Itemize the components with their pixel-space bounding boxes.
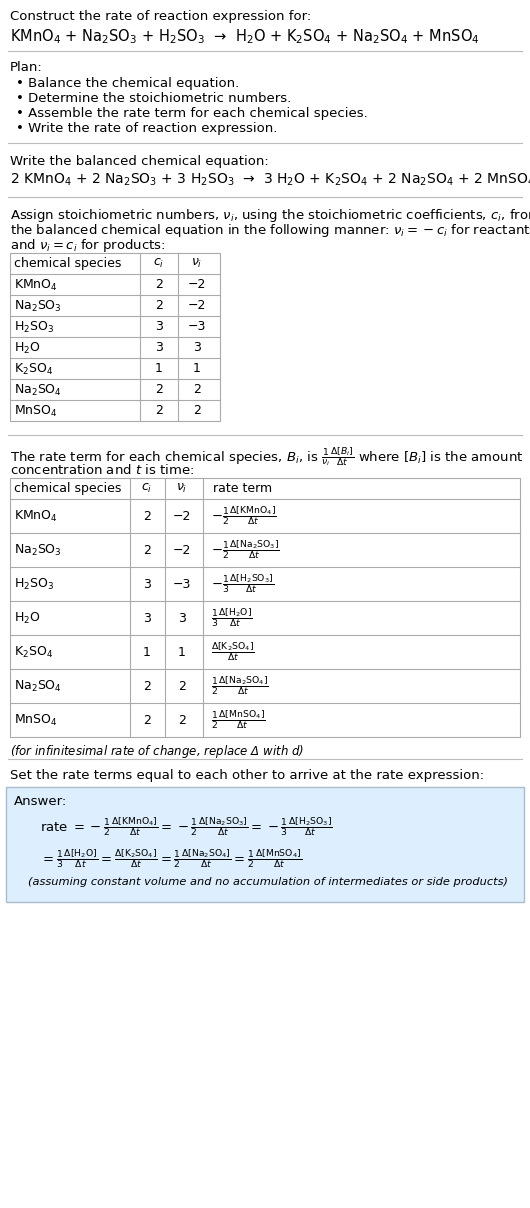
Text: 1: 1	[143, 645, 151, 658]
Text: Write the balanced chemical equation:: Write the balanced chemical equation:	[10, 155, 269, 168]
Text: 2: 2	[143, 714, 151, 726]
Text: Na$_2$SO$_4$: Na$_2$SO$_4$	[14, 383, 62, 399]
Text: −2: −2	[173, 544, 191, 557]
Text: KMnO$_4$: KMnO$_4$	[14, 278, 58, 294]
Text: Assign stoichiometric numbers, $\nu_i$, using the stoichiometric coefficients, $: Assign stoichiometric numbers, $\nu_i$, …	[10, 207, 530, 223]
Text: 1: 1	[155, 362, 163, 374]
Text: 2: 2	[193, 383, 201, 396]
Text: • Balance the chemical equation.: • Balance the chemical equation.	[16, 77, 239, 91]
Text: 2: 2	[143, 544, 151, 557]
Text: 3: 3	[155, 320, 163, 333]
Text: (for infinitesimal rate of change, replace Δ with $d$): (for infinitesimal rate of change, repla…	[10, 743, 304, 760]
Text: $\nu_i$: $\nu_i$	[191, 257, 202, 271]
Bar	[10, 478, 520, 737]
Text: chemical species: chemical species	[14, 257, 121, 271]
Text: 2: 2	[143, 510, 151, 523]
Text: −2: −2	[173, 510, 191, 523]
Text: $\frac{1}{3}\frac{\Delta[\mathrm{H_2O}]}{\Delta t}$: $\frac{1}{3}\frac{\Delta[\mathrm{H_2O}]}…	[211, 606, 253, 629]
Text: $\nu_i$: $\nu_i$	[176, 482, 188, 495]
Text: 2: 2	[155, 403, 163, 417]
Text: H$_2$O: H$_2$O	[14, 610, 41, 626]
Text: MnSO$_4$: MnSO$_4$	[14, 403, 58, 419]
Text: rate $= -\frac{1}{2}\frac{\Delta[\mathrm{KMnO_4}]}{\Delta t} = -\frac{1}{2}\frac: rate $= -\frac{1}{2}\frac{\Delta[\mathrm…	[40, 815, 333, 838]
Text: 3: 3	[193, 341, 201, 354]
Text: K$_2$SO$_4$: K$_2$SO$_4$	[14, 362, 53, 377]
Text: $-\frac{1}{2}\frac{\Delta[\mathrm{Na_2SO_3}]}{\Delta t}$: $-\frac{1}{2}\frac{\Delta[\mathrm{Na_2SO…	[211, 539, 280, 562]
Text: • Write the rate of reaction expression.: • Write the rate of reaction expression.	[16, 122, 277, 135]
Text: Answer:: Answer:	[14, 795, 67, 808]
Text: the balanced chemical equation in the following manner: $\nu_i = -c_i$ for react: the balanced chemical equation in the fo…	[10, 222, 530, 239]
Text: $c_i$: $c_i$	[142, 482, 153, 495]
Text: $-\frac{1}{3}\frac{\Delta[\mathrm{H_2SO_3}]}{\Delta t}$: $-\frac{1}{3}\frac{\Delta[\mathrm{H_2SO_…	[211, 573, 275, 596]
Text: H$_2$SO$_3$: H$_2$SO$_3$	[14, 576, 54, 592]
Text: 2: 2	[143, 679, 151, 692]
Text: H$_2$SO$_3$: H$_2$SO$_3$	[14, 320, 54, 335]
Text: Construct the rate of reaction expression for:: Construct the rate of reaction expressio…	[10, 10, 311, 23]
Text: (assuming constant volume and no accumulation of intermediates or side products): (assuming constant volume and no accumul…	[28, 877, 508, 887]
Text: 1: 1	[193, 362, 201, 374]
Text: 3: 3	[143, 577, 151, 591]
Text: 2: 2	[178, 714, 186, 726]
Text: MnSO$_4$: MnSO$_4$	[14, 713, 58, 727]
Text: 2: 2	[193, 403, 201, 417]
Text: • Assemble the rate term for each chemical species.: • Assemble the rate term for each chemic…	[16, 108, 368, 120]
Text: −3: −3	[188, 320, 206, 333]
Text: $= \frac{1}{3}\frac{\Delta[\mathrm{H_2O}]}{\Delta t} = \frac{\Delta[\mathrm{K_2S: $= \frac{1}{3}\frac{\Delta[\mathrm{H_2O}…	[40, 847, 302, 870]
Text: KMnO$_4$: KMnO$_4$	[14, 509, 58, 523]
Text: and $\nu_i = c_i$ for products:: and $\nu_i = c_i$ for products:	[10, 237, 165, 254]
Text: KMnO$_4$ + Na$_2$SO$_3$ + H$_2$SO$_3$  →  H$_2$O + K$_2$SO$_4$ + Na$_2$SO$_4$ + : KMnO$_4$ + Na$_2$SO$_3$ + H$_2$SO$_3$ → …	[10, 27, 480, 46]
Bar	[6, 786, 524, 902]
Text: K$_2$SO$_4$: K$_2$SO$_4$	[14, 644, 53, 660]
Text: $-\frac{1}{2}\frac{\Delta[\mathrm{KMnO_4}]}{\Delta t}$: $-\frac{1}{2}\frac{\Delta[\mathrm{KMnO_4…	[211, 505, 277, 528]
Text: rate term: rate term	[213, 482, 272, 495]
Text: −3: −3	[173, 577, 191, 591]
Text: chemical species: chemical species	[14, 482, 121, 495]
Text: 2: 2	[155, 300, 163, 312]
Text: $c_i$: $c_i$	[153, 257, 165, 271]
Text: • Determine the stoichiometric numbers.: • Determine the stoichiometric numbers.	[16, 92, 292, 105]
Text: 2 KMnO$_4$ + 2 Na$_2$SO$_3$ + 3 H$_2$SO$_3$  →  3 H$_2$O + K$_2$SO$_4$ + 2 Na$_2: 2 KMnO$_4$ + 2 Na$_2$SO$_3$ + 3 H$_2$SO$…	[10, 172, 530, 188]
Text: $\frac{1}{2}\frac{\Delta[\mathrm{Na_2SO_4}]}{\Delta t}$: $\frac{1}{2}\frac{\Delta[\mathrm{Na_2SO_…	[211, 674, 269, 697]
Text: 3: 3	[155, 341, 163, 354]
Text: −2: −2	[188, 278, 206, 291]
Text: $\frac{1}{2}\frac{\Delta[\mathrm{MnSO_4}]}{\Delta t}$: $\frac{1}{2}\frac{\Delta[\mathrm{MnSO_4}…	[211, 709, 266, 732]
Text: Plan:: Plan:	[10, 60, 43, 74]
Text: Set the rate terms equal to each other to arrive at the rate expression:: Set the rate terms equal to each other t…	[10, 769, 484, 782]
Text: 3: 3	[178, 611, 186, 625]
Text: Na$_2$SO$_3$: Na$_2$SO$_3$	[14, 300, 62, 314]
Text: Na$_2$SO$_4$: Na$_2$SO$_4$	[14, 679, 62, 693]
Text: Na$_2$SO$_3$: Na$_2$SO$_3$	[14, 542, 62, 558]
Text: $\frac{\Delta[\mathrm{K_2SO_4}]}{\Delta t}$: $\frac{\Delta[\mathrm{K_2SO_4}]}{\Delta …	[211, 640, 255, 663]
Text: 1: 1	[178, 645, 186, 658]
Text: 2: 2	[155, 383, 163, 396]
Text: 3: 3	[143, 611, 151, 625]
Bar	[10, 252, 220, 422]
Text: −2: −2	[188, 300, 206, 312]
Text: concentration and $t$ is time:: concentration and $t$ is time:	[10, 463, 194, 477]
Text: H$_2$O: H$_2$O	[14, 341, 41, 356]
Text: 2: 2	[155, 278, 163, 291]
Text: The rate term for each chemical species, $B_i$, is $\frac{1}{\nu_i}\frac{\Delta[: The rate term for each chemical species,…	[10, 445, 524, 467]
Text: 2: 2	[178, 679, 186, 692]
